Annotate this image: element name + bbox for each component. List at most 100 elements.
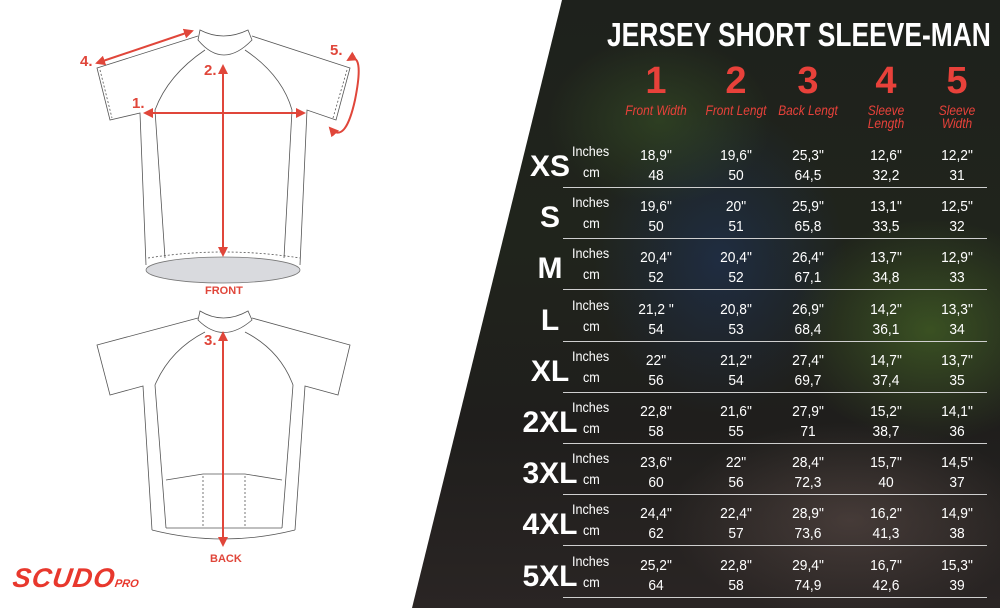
back-jersey-outline bbox=[96, 310, 351, 540]
value-inches: 21,2 " bbox=[638, 300, 674, 318]
marker-4: 4. bbox=[80, 53, 93, 70]
value-cm: 37,4 bbox=[872, 371, 900, 389]
value-inches: 20,4" bbox=[720, 249, 752, 267]
value-cm: 60 bbox=[648, 474, 664, 492]
value-inches: 25,2" bbox=[640, 556, 672, 574]
value-inches: 19,6" bbox=[640, 198, 672, 216]
marker-1: 1. bbox=[132, 95, 145, 112]
value-cm: 54 bbox=[728, 371, 744, 389]
marker-3: 3. bbox=[204, 332, 217, 349]
value-inches: 25,9" bbox=[792, 198, 824, 216]
value-inches: 14,1" bbox=[941, 403, 973, 420]
value-cm: 36,1 bbox=[872, 320, 900, 338]
value-cm: 64,5 bbox=[794, 167, 822, 184]
marker-5: 5. bbox=[330, 42, 343, 59]
column-label: Back Lengt bbox=[778, 102, 838, 118]
unit-inches: Inches bbox=[572, 501, 610, 518]
value-cm: 36 bbox=[949, 423, 965, 440]
value-cm: 35 bbox=[949, 371, 965, 389]
row-divider bbox=[563, 596, 987, 598]
value-inches: 19,6" bbox=[720, 147, 752, 164]
front-label: FRONT bbox=[205, 285, 243, 297]
value-cm: 32 bbox=[949, 218, 965, 236]
value-cm: 32,2 bbox=[872, 167, 900, 184]
value-inches: 14,2" bbox=[870, 300, 902, 318]
unit-cm: cm bbox=[583, 573, 600, 590]
jersey-drawings bbox=[95, 28, 360, 547]
unit-inches: Inches bbox=[572, 296, 610, 313]
size-label: XS bbox=[529, 150, 571, 183]
value-inches: 20" bbox=[725, 198, 747, 216]
value-cm: 39 bbox=[949, 576, 965, 594]
value-cm: 73,6 bbox=[794, 525, 822, 543]
value-inches: 22" bbox=[725, 454, 747, 472]
unit-inches: Inches bbox=[572, 245, 610, 262]
unit-cm: cm bbox=[583, 317, 600, 334]
value-cm: 72,3 bbox=[794, 474, 822, 492]
value-inches: 22,8" bbox=[720, 556, 752, 574]
size-label: 4XL bbox=[522, 508, 578, 542]
value-inches: 27,9" bbox=[792, 403, 824, 420]
unit-cm: cm bbox=[583, 420, 600, 436]
column-label: Front Width bbox=[625, 102, 687, 118]
size-label: L bbox=[540, 303, 560, 337]
value-inches: 26,9" bbox=[792, 300, 824, 318]
value-inches: 22" bbox=[645, 351, 667, 369]
value-inches: 13,3" bbox=[941, 300, 973, 318]
value-cm: 50 bbox=[648, 218, 664, 236]
row-divider bbox=[563, 238, 987, 240]
unit-cm: cm bbox=[583, 164, 600, 180]
value-inches: 23,6" bbox=[640, 454, 672, 472]
size-label: S bbox=[539, 201, 560, 235]
column-number: 5 bbox=[946, 60, 968, 102]
value-cm: 64 bbox=[648, 576, 664, 594]
value-cm: 33,5 bbox=[872, 218, 900, 236]
front-measure-arrows bbox=[95, 28, 360, 257]
value-inches: 27,4" bbox=[792, 351, 824, 369]
value-cm: 74,9 bbox=[794, 576, 822, 594]
back-label: BACK bbox=[210, 553, 242, 565]
value-inches: 26,4" bbox=[792, 249, 824, 267]
value-cm: 42,6 bbox=[872, 576, 900, 594]
value-cm: 52 bbox=[648, 269, 664, 287]
unit-inches: Inches bbox=[572, 552, 610, 569]
value-cm: 31 bbox=[949, 167, 965, 184]
value-inches: 28,4" bbox=[792, 454, 824, 472]
value-cm: 53 bbox=[728, 320, 744, 338]
chart-title: JERSEY SHORT SLEEVE-MAN bbox=[607, 16, 991, 53]
column-label: Sleeve Length bbox=[867, 102, 905, 131]
jersey-diagram: 1. 2. 3. 4. 5. FRONT BACK SCUDOPRO bbox=[11, 28, 360, 593]
value-cm: 62 bbox=[648, 525, 664, 543]
column-number: 2 bbox=[725, 60, 747, 102]
value-inches: 22,8" bbox=[640, 403, 672, 420]
value-inches: 22,4" bbox=[720, 505, 752, 523]
value-inches: 12,2" bbox=[941, 147, 973, 164]
value-cm: 58 bbox=[728, 576, 744, 594]
value-inches: 16,2" bbox=[870, 505, 902, 523]
size-label: M bbox=[537, 252, 563, 286]
value-cm: 56 bbox=[648, 371, 664, 389]
value-cm: 38,7 bbox=[872, 423, 900, 440]
value-inches: 15,2" bbox=[870, 403, 902, 420]
value-inches: 13,7" bbox=[870, 249, 902, 267]
value-inches: 18,9" bbox=[640, 147, 672, 164]
size-label: 3XL bbox=[522, 457, 578, 491]
value-inches: 15,7" bbox=[870, 454, 902, 472]
value-cm: 34 bbox=[949, 320, 965, 338]
unit-cm: cm bbox=[583, 215, 600, 232]
value-inches: 12,5" bbox=[941, 198, 973, 216]
value-inches: 15,3" bbox=[941, 556, 973, 574]
value-inches: 12,9" bbox=[941, 249, 973, 267]
value-inches: 20,4" bbox=[640, 249, 672, 267]
value-cm: 37 bbox=[949, 474, 965, 492]
unit-inches: Inches bbox=[572, 450, 610, 467]
value-inches: 24,4" bbox=[640, 505, 672, 523]
row-divider bbox=[563, 391, 987, 393]
unit-inches: Inches bbox=[572, 143, 610, 159]
unit-cm: cm bbox=[583, 266, 600, 283]
value-cm: 38 bbox=[949, 525, 965, 543]
unit-inches: Inches bbox=[572, 347, 610, 364]
value-cm: 57 bbox=[728, 525, 744, 543]
value-cm: 55 bbox=[728, 423, 744, 440]
column-number: 4 bbox=[875, 60, 897, 102]
